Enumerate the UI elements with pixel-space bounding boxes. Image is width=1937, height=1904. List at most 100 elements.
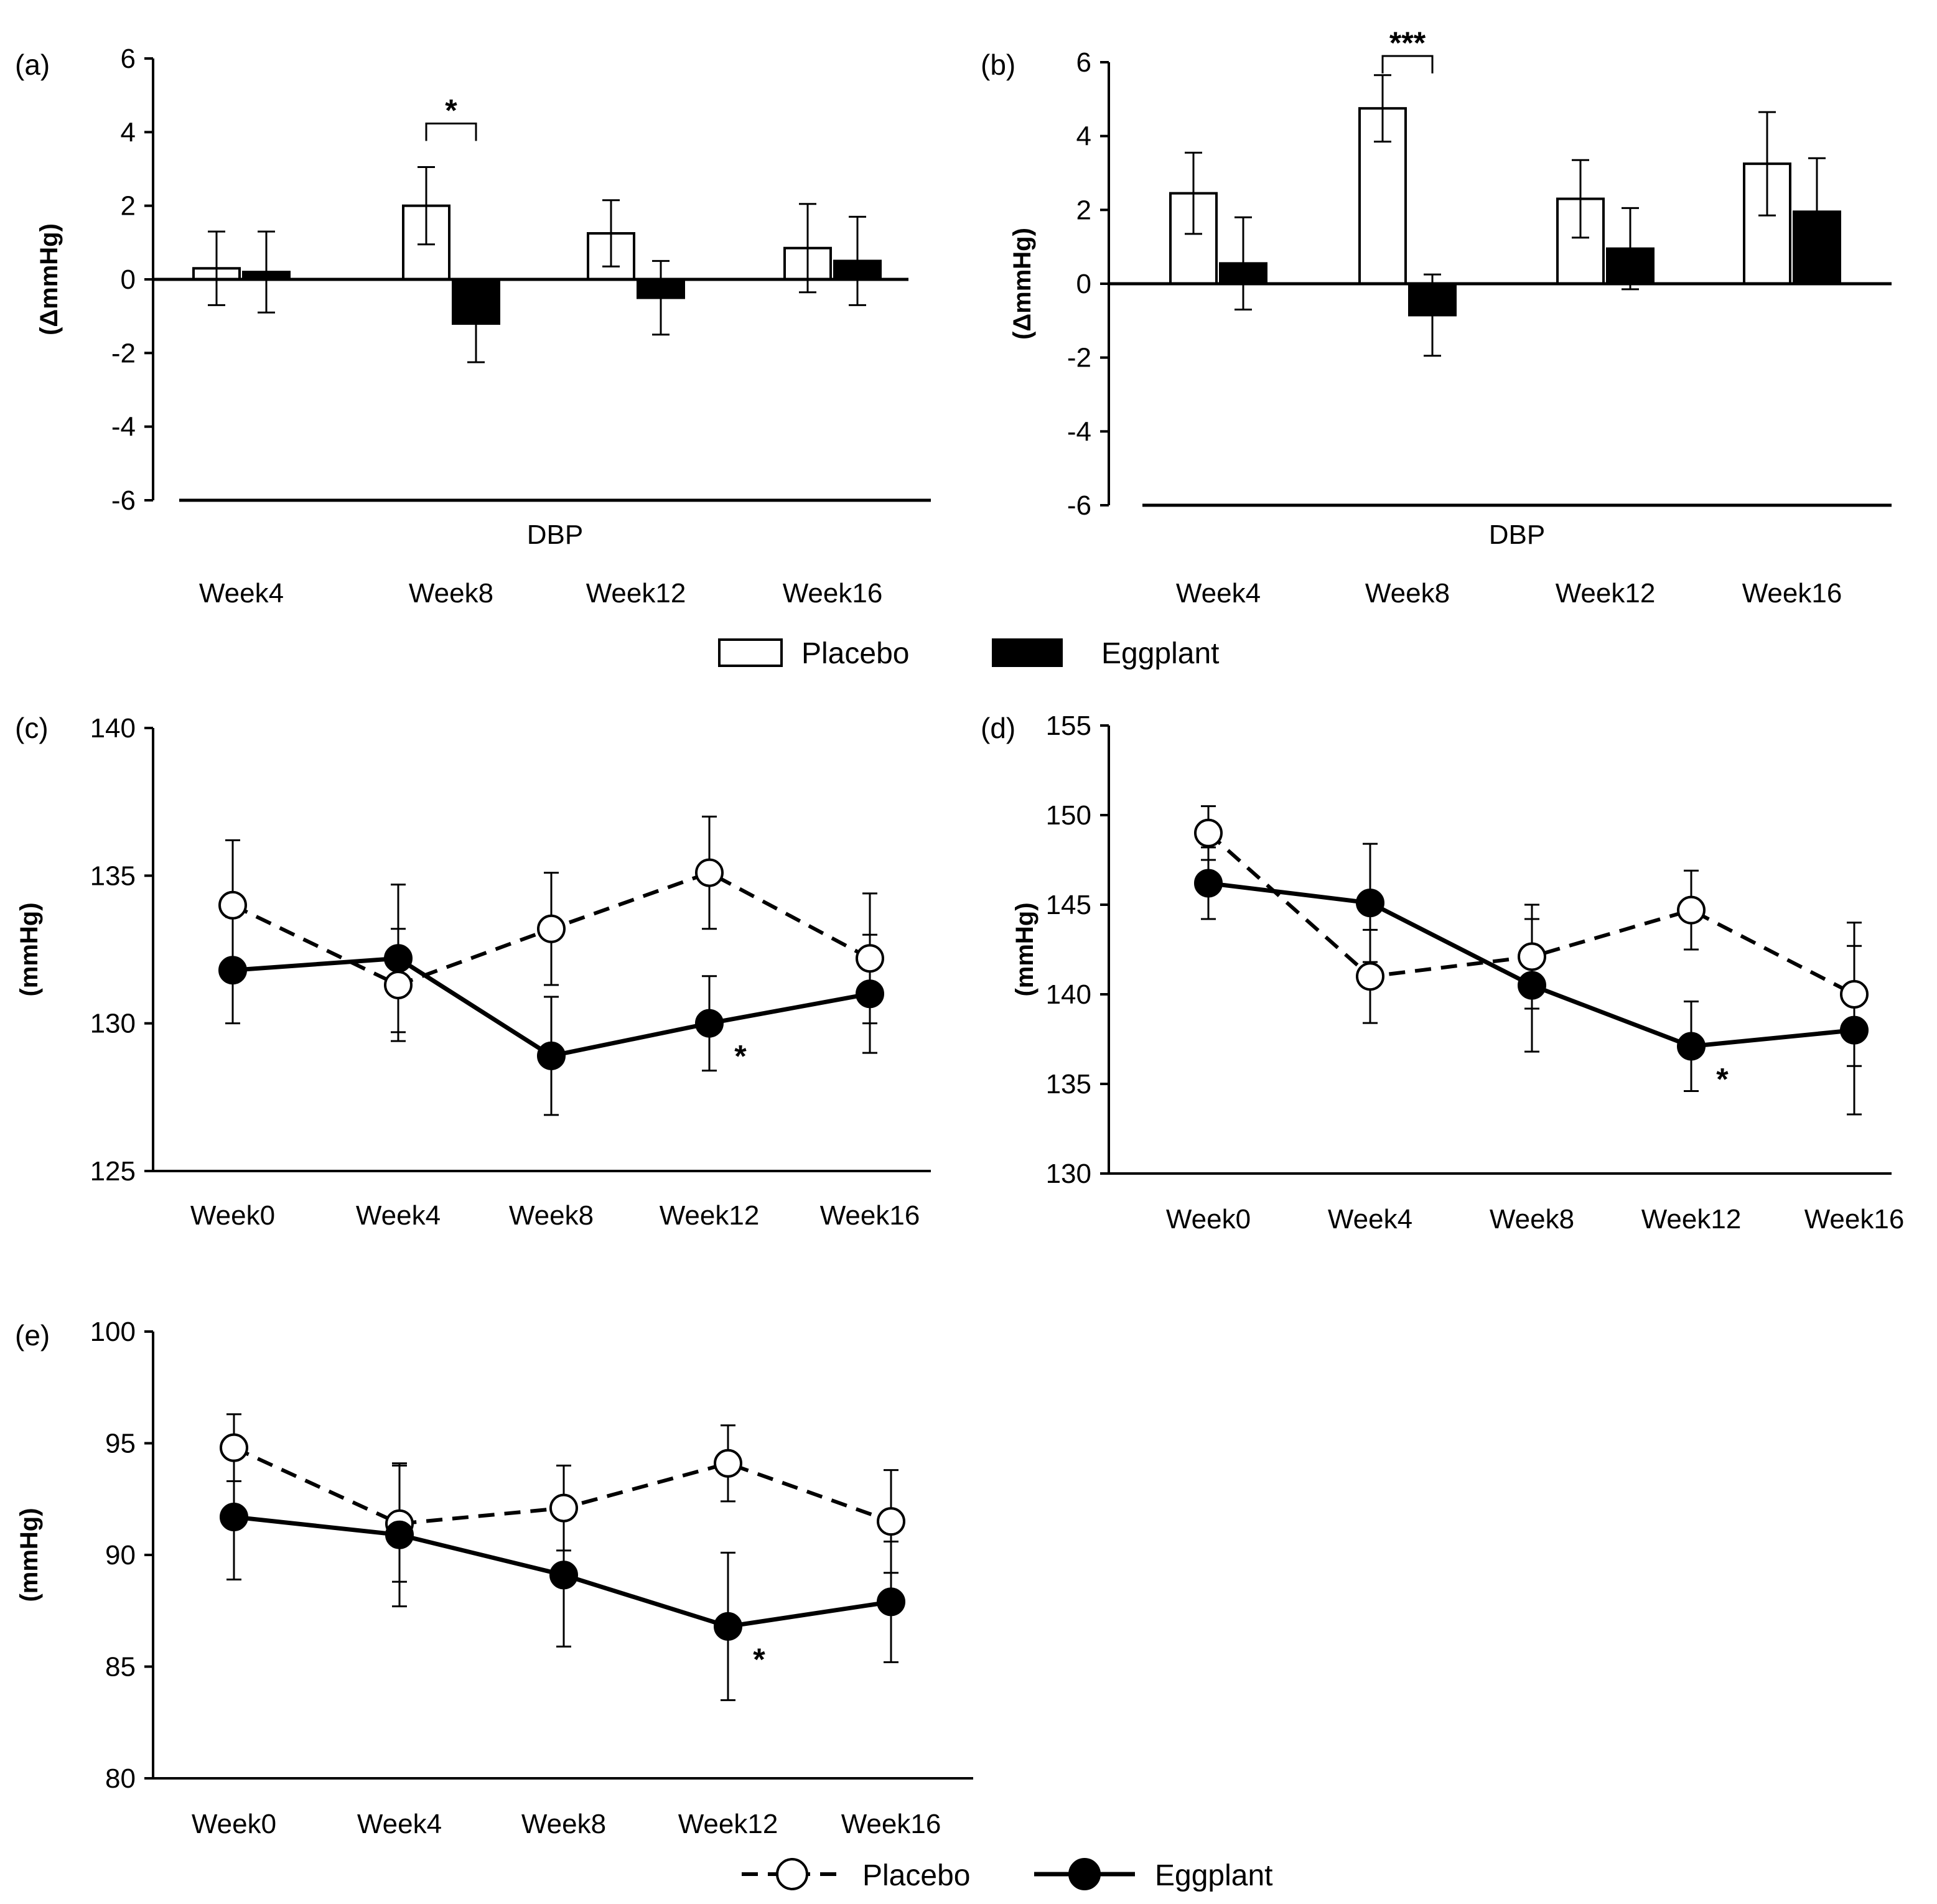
category-label-d-3: Week12 [1641,1204,1742,1234]
legend-eggplant-swatch [992,638,1063,667]
y-axis-label-d: (mmHg) [1011,902,1039,996]
category-label-e-1: Week4 [357,1809,442,1839]
point-c-eggplant-3 [695,1009,724,1038]
y-tick-label-d-0: 155 [1046,711,1091,741]
y-tick-label-a-3: 0 [121,264,136,295]
point-c-eggplant-1 [384,944,413,973]
panel-e: (e) 100 95 90 85 80 (mmHg) Week0 Week4 Week8 Week1… [15,1317,973,1839]
point-e-placebo-4 [877,1507,905,1536]
point-c-eggplant-0 [218,956,247,985]
y-tick-label-e-0: 100 [90,1317,136,1347]
category-label-c-3: Week12 [660,1200,760,1231]
y-axis-label-e: (mmHg) [16,1508,43,1602]
line-legend: Placebo Eggplant [742,1858,1273,1892]
y-tick-label-a-0: 6 [121,44,136,74]
category-label-a-1: Week8 [409,578,493,609]
category-label-d-4: Week16 [1804,1204,1905,1234]
legend-line-placebo-label: Placebo [862,1859,970,1892]
y-tick-label-a-4: -2 [111,338,136,368]
point-e-eggplant-2 [549,1561,578,1590]
panels: (a) 6 4 2 0 -2 -4 -6 (ΔmmHg) DBP Week4 Week8 Week12 W… [15,26,1904,1839]
panel-label-d: (d) [981,712,1015,744]
category-label-d-0: Week0 [1166,1204,1251,1234]
point-e-eggplant-3 [714,1612,742,1641]
y-tick-label-e-2: 90 [105,1540,136,1570]
y-tick-label-c-1: 135 [90,861,136,891]
category-label-a-2: Week12 [586,578,686,609]
y-tick-label-e-4: 80 [105,1763,136,1794]
category-label-b-3: Week16 [1742,578,1842,609]
point-c-eggplant-4 [856,979,884,1009]
y-tick-label-d-4: 135 [1046,1069,1091,1099]
panel-label-e: (e) [15,1319,50,1351]
y-tick-label-b-5: -4 [1067,416,1091,447]
category-label-e-0: Week0 [192,1809,276,1839]
category-label-b-2: Week12 [1556,578,1656,609]
y-axis-label-a: (ΔmmHg) [35,223,63,335]
y-tick-label-b-6: -6 [1067,490,1091,521]
y-tick-label-a-5: -4 [111,412,136,442]
point-d-placebo-1 [1356,962,1384,991]
panel-d: (d) 155 150 145 140 135 130 (mmHg) Week0 Week4 Wee… [981,711,1904,1234]
y-tick-label-e-3: 85 [105,1652,136,1682]
category-label-c-4: Week16 [820,1200,920,1231]
point-e-placebo-3 [714,1449,742,1478]
point-d-eggplant-1 [1356,889,1384,918]
y-tick-label-d-5: 130 [1046,1159,1091,1189]
y-tick-label-d-2: 145 [1046,890,1091,920]
point-e-placebo-0 [220,1433,248,1462]
y-tick-label-d-1: 150 [1046,800,1091,831]
panel-label-b: (b) [981,49,1015,81]
significance-bracket-a-0 [425,123,477,141]
y-tick-label-b-0: 6 [1076,47,1091,78]
category-label-d-1: Week4 [1328,1204,1412,1234]
y-tick-label-b-3: 0 [1076,269,1091,299]
point-e-eggplant-4 [877,1587,905,1617]
point-e-eggplant-1 [385,1520,414,1549]
panel-a: (a) 6 4 2 0 -2 -4 -6 (ΔmmHg) DBP Week4 Week8 Week12 W… [15,44,931,609]
point-d-eggplant-0 [1194,869,1223,898]
y-tick-label-c-0: 140 [90,713,136,744]
y-tick-label-b-1: 4 [1076,121,1091,152]
panel-b: (b) 6 4 2 0 -2 -4 -6 (ΔmmHg) DBP Week4 Week8 Week12 W… [981,26,1892,609]
y-axis-label-b: (ΔmmHg) [1009,228,1036,340]
category-label-a-3: Week16 [783,578,883,609]
y-tick-label-e-1: 95 [105,1429,136,1459]
bar-legend: Placebo Eggplant [718,637,1220,670]
category-label-c-0: Week0 [190,1200,275,1231]
point-e-eggplant-0 [220,1502,248,1531]
category-label-e-3: Week12 [678,1809,778,1839]
panel-c: (c) 140 135 130 125 (mmHg) Week0 Week4 Week8 Week… [15,712,931,1231]
y-tick-label-b-2: 2 [1076,195,1091,225]
x-axis-label-a: DBP [527,520,583,550]
significance-bracket-b-0 [1381,55,1434,73]
legend-placebo-label: Placebo [801,637,909,670]
point-e-placebo-2 [549,1493,578,1523]
panel-label-a: (a) [15,49,50,81]
x-axis-label-b: DBP [1489,520,1545,550]
significance-marker-e-0: * [753,1642,765,1677]
point-c-placebo-2 [537,914,566,943]
point-d-placebo-4 [1840,980,1869,1009]
point-c-placebo-0 [218,890,247,920]
category-label-b-1: Week8 [1365,578,1450,609]
legend-placebo-swatch [718,638,783,667]
y-tick-label-c-2: 130 [90,1009,136,1039]
point-c-placebo-4 [856,944,884,973]
y-axis-label-c: (mmHg) [16,902,43,996]
point-d-eggplant-2 [1518,971,1546,1000]
point-d-eggplant-4 [1840,1015,1869,1045]
y-tick-label-b-4: -2 [1067,343,1091,373]
category-label-d-2: Week8 [1490,1204,1574,1234]
category-label-e-2: Week8 [521,1809,606,1839]
legend-line-eggplant-label: Eggplant [1155,1859,1273,1892]
point-d-placebo-0 [1194,818,1223,847]
y-tick-label-a-2: 2 [121,191,136,222]
point-d-placebo-2 [1518,942,1546,971]
y-tick-label-d-3: 140 [1046,979,1091,1010]
significance-marker-b-0: *** [1389,26,1426,60]
point-c-placebo-3 [695,858,724,887]
y-tick-label-c-3: 125 [90,1156,136,1187]
category-label-c-2: Week8 [509,1200,594,1231]
significance-marker-c-0: * [734,1039,747,1074]
